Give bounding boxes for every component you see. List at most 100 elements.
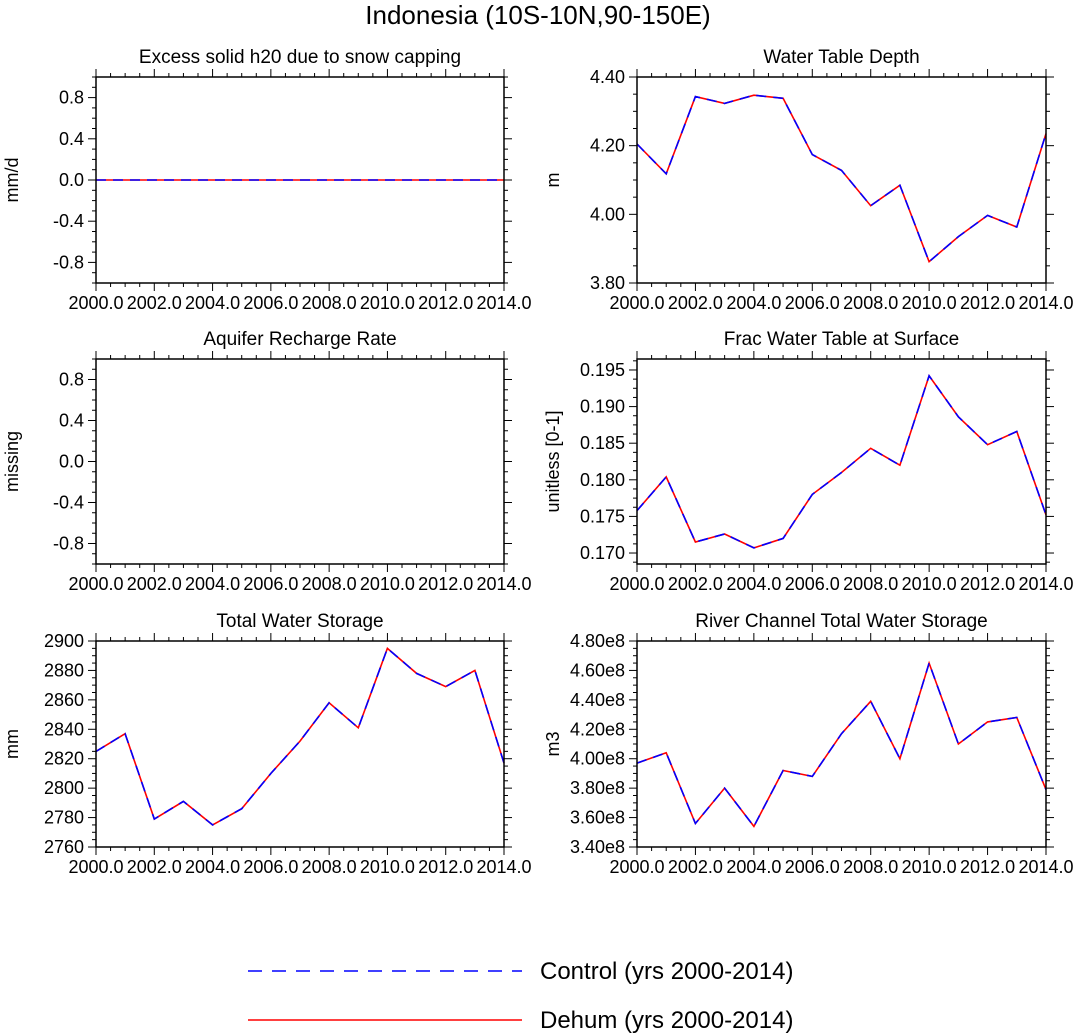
panel-2-water-table-depth-xtick-label: 2002.0 [668, 293, 723, 313]
panel-4-frac-water-table-at-surface-xtick-label: 2008.0 [843, 574, 898, 594]
panel-3-aquifer-recharge-rate-frame [95, 358, 505, 565]
panel-1-excess-solid-h20-due-to-snow-capping-xtick-label: 2000.0 [68, 293, 123, 313]
panel-5-total-water-storage-frame [95, 640, 505, 848]
panel-3-aquifer-recharge-rate-ytick-label: -0.8 [53, 534, 84, 554]
panel-1-excess-solid-h20-due-to-snow-capping-ytick-label: 0.8 [59, 88, 84, 108]
panel-5-total-water-storage-ytick-label: 2780 [44, 808, 84, 828]
legend-label-control: Control (yrs 2000-2014) [540, 958, 793, 985]
panel-2-water-table-depth-ytick-label: 4.40 [590, 67, 625, 87]
panel-4-frac-water-table-at-surface-xtick-label: 2006.0 [785, 574, 840, 594]
panel-5-total-water-storage-xtick-label: 2010.0 [360, 857, 415, 877]
panel-1-excess-solid-h20-due-to-snow-capping-xtick-label: 2014.0 [476, 293, 531, 313]
panel-2-water-table-depth-series-control-yrs-2000-2014 [636, 94, 1047, 264]
panel-2-water-table-depth-ytick-label: 3.80 [590, 273, 625, 293]
legend-label-dehum: Dehum (yrs 2000-2014) [540, 1007, 793, 1034]
panel-3-aquifer-recharge-rate-xtick-label: 2000.0 [68, 574, 123, 594]
panel-3-aquifer-recharge-rate-xtick-label: 2010.0 [360, 574, 415, 594]
figure-title: Indonesia (10S-10N,90-150E) [365, 0, 710, 30]
panel-2-water-table-depth-ylabel: m [543, 173, 563, 188]
panel-5-total-water-storage-xtick-label: 2012.0 [418, 857, 473, 877]
panel-4-frac-water-table-at-surface-xtick-label: 2014.0 [1018, 574, 1073, 594]
panel-2-water-table-depth-xtick-label: 2014.0 [1018, 293, 1073, 313]
panel-4-frac-water-table-at-surface-ytick-label: 0.175 [580, 506, 625, 526]
panel-2-water-table-depth-xtick-label: 2000.0 [609, 293, 664, 313]
panel-6-river-channel-total-water-storage-xtick-label: 2004.0 [726, 857, 781, 877]
panel-1-excess-solid-h20-due-to-snow-capping-ytick-label: -0.4 [53, 211, 84, 231]
panel-3-aquifer-recharge-rate-ytick-label: 0.0 [59, 452, 84, 472]
panel-4-frac-water-table-at-surface-series-control-yrs-2000-2014 [636, 374, 1047, 549]
panel-6-river-channel-total-water-storage-ylabel: m3 [543, 731, 563, 756]
panel-4-frac-water-table-at-surface-xtick-label: 2002.0 [668, 574, 723, 594]
panel-4-frac-water-table-at-surface-ytick-label: 0.195 [580, 360, 625, 380]
panel-2-water-table-depth-xtick-label: 2008.0 [843, 293, 898, 313]
panel-1-excess-solid-h20-due-to-snow-capping-frame [95, 76, 505, 284]
panel-4-frac-water-table-at-surface-ytick-label: 0.180 [580, 470, 625, 490]
panel-1-excess-solid-h20-due-to-snow-capping-ytick-label: 0.4 [59, 129, 84, 149]
panel-5-total-water-storage-xtick-label: 2002.0 [127, 857, 182, 877]
panel-6-river-channel-total-water-storage-xtick-label: 2006.0 [785, 857, 840, 877]
panel-3-aquifer-recharge-rate-xtick-label: 2002.0 [127, 574, 182, 594]
panel-6-river-channel-total-water-storage-xtick-label: 2012.0 [960, 857, 1015, 877]
panel-4-frac-water-table-at-surface-frame [636, 358, 1047, 565]
panel-1-excess-solid-h20-due-to-snow-capping-title: Excess solid h20 due to snow capping [139, 47, 461, 68]
panel-6-river-channel-total-water-storage: River Channel Total Water Storage m3 3.40e… [543, 611, 1074, 877]
panel-1-excess-solid-h20-due-to-snow-capping-xtick-label: 2004.0 [185, 293, 240, 313]
panel-6-river-channel-total-water-storage-series-dehum-yrs-2000-2014 [636, 660, 1047, 828]
panel-1-excess-solid-h20-due-to-snow-capping-ytick-label: 0.0 [59, 170, 84, 190]
panel-5-total-water-storage-ytick-label: 2840 [44, 719, 84, 739]
panel-6-river-channel-total-water-storage-xtick-label: 2000.0 [609, 857, 664, 877]
panel-5-total-water-storage-xtick-label: 2000.0 [68, 857, 123, 877]
panel-2-water-table-depth-xtick-label: 2004.0 [726, 293, 781, 313]
panel-1-excess-solid-h20-due-to-snow-capping-ylabel: mm/d [2, 158, 22, 203]
panel-2-water-table-depth-series-dehum-yrs-2000-2014 [636, 94, 1047, 264]
panel-3-aquifer-recharge-rate-xtick-label: 2008.0 [302, 574, 357, 594]
panel-6-river-channel-total-water-storage-ytick-label: 3.40e8 [570, 837, 625, 857]
panel-3-aquifer-recharge-rate-title: Aquifer Recharge Rate [203, 329, 396, 350]
panel-6-river-channel-total-water-storage-ytick-label: 4.60e8 [570, 660, 625, 680]
panel-5-total-water-storage-ytick-label: 2820 [44, 749, 84, 769]
panel-4-frac-water-table-at-surface-ylabel: unitless [0-1] [543, 410, 563, 512]
panel-3-aquifer-recharge-rate-xtick-label: 2004.0 [185, 574, 240, 594]
panel-1-excess-solid-h20-due-to-snow-capping-xtick-label: 2002.0 [127, 293, 182, 313]
panel-4-frac-water-table-at-surface-ytick-label: 0.190 [580, 397, 625, 417]
panel-6-river-channel-total-water-storage-xtick-label: 2014.0 [1018, 857, 1073, 877]
panel-6-river-channel-total-water-storage-xtick-label: 2008.0 [843, 857, 898, 877]
panel-2-water-table-depth: Water Table Depth m 3.80 4.00 4.20 4.40 2000.0… [543, 47, 1074, 313]
panel-5-total-water-storage-ylabel: mm [2, 729, 22, 759]
panel-1-excess-solid-h20-due-to-snow-capping-xtick-label: 2006.0 [243, 293, 298, 313]
panel-1-excess-solid-h20-due-to-snow-capping-xtick-label: 2008.0 [302, 293, 357, 313]
panel-1-excess-solid-h20-due-to-snow-capping-ytick-label: -0.8 [53, 252, 84, 272]
panel-3-aquifer-recharge-rate-ytick-label: -0.4 [53, 493, 84, 513]
panel-5-total-water-storage-title: Total Water Storage [216, 611, 383, 632]
panel-5-total-water-storage-xtick-label: 2006.0 [243, 857, 298, 877]
panel-3-aquifer-recharge-rate-xtick-label: 2014.0 [476, 574, 531, 594]
panel-6-river-channel-total-water-storage-ytick-label: 4.00e8 [570, 749, 625, 769]
panel-6-river-channel-total-water-storage-ytick-label: 4.40e8 [570, 690, 625, 710]
panel-5-total-water-storage-series-control-yrs-2000-2014 [95, 647, 505, 826]
panel-2-water-table-depth-title: Water Table Depth [763, 47, 919, 68]
panel-4-frac-water-table-at-surface-xtick-label: 2000.0 [609, 574, 664, 594]
panel-2-water-table-depth-xtick-label: 2006.0 [785, 293, 840, 313]
panel-3-aquifer-recharge-rate: Aquifer Recharge Rate missing -0.8 -0.4 0.0 0… [2, 329, 532, 594]
panel-6-river-channel-total-water-storage-ytick-label: 3.80e8 [570, 778, 625, 798]
panel-6-river-channel-total-water-storage-title: River Channel Total Water Storage [695, 611, 988, 632]
panel-5-total-water-storage-xtick-label: 2014.0 [476, 857, 531, 877]
panel-5-total-water-storage: Total Water Storage mm 2760 2780 2800 2820 284… [2, 611, 532, 877]
panel-2-water-table-depth-xtick-label: 2012.0 [960, 293, 1015, 313]
panels: Excess solid h20 due to snow capping mm/d… [2, 47, 1074, 877]
panel-6-river-channel-total-water-storage-ytick-label: 4.20e8 [570, 719, 625, 739]
panel-3-aquifer-recharge-rate-ytick-label: 0.4 [59, 411, 84, 431]
panel-5-total-water-storage-ytick-label: 2900 [44, 631, 84, 651]
panel-4-frac-water-table-at-surface: Frac Water Table at Surface unitless [0-1… [543, 329, 1074, 594]
legend: Control (yrs 2000-2014) Dehum (yrs 2000-… [248, 958, 793, 1034]
panel-4-frac-water-table-at-surface-xtick-label: 2010.0 [902, 574, 957, 594]
panel-3-aquifer-recharge-rate-xtick-label: 2012.0 [418, 574, 473, 594]
panel-6-river-channel-total-water-storage-ytick-label: 3.60e8 [570, 808, 625, 828]
panel-4-frac-water-table-at-surface-xtick-label: 2012.0 [960, 574, 1015, 594]
panel-5-total-water-storage-series-dehum-yrs-2000-2014 [95, 647, 505, 826]
panel-5-total-water-storage-xtick-label: 2004.0 [185, 857, 240, 877]
panel-2-water-table-depth-frame [636, 76, 1047, 284]
panel-1-excess-solid-h20-due-to-snow-capping-xtick-label: 2012.0 [418, 293, 473, 313]
panel-5-total-water-storage-ytick-label: 2860 [44, 690, 84, 710]
